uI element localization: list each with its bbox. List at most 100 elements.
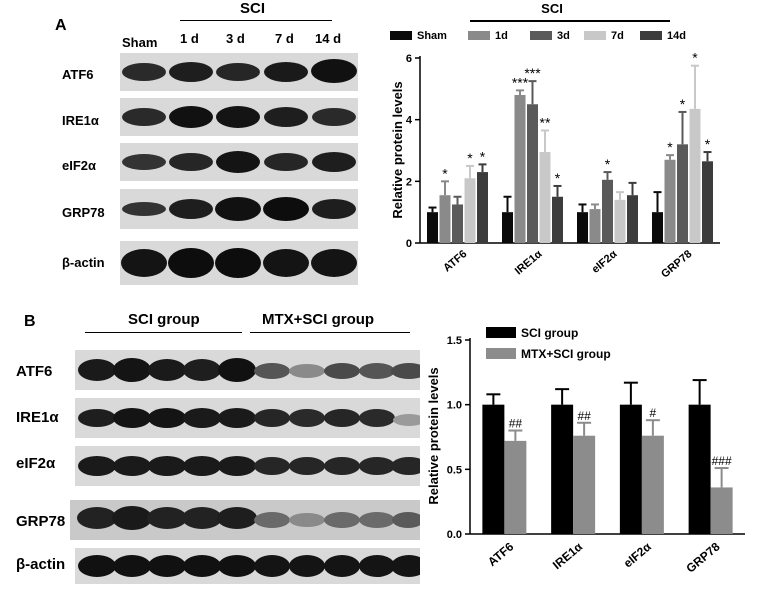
- significance-mark: *: [480, 148, 486, 164]
- significance-mark: #: [650, 406, 657, 420]
- significance-mark: *: [680, 96, 686, 112]
- legend-label: 14d: [667, 30, 686, 42]
- y-tick-label-3: 1.5: [447, 335, 462, 347]
- bar: [427, 212, 438, 243]
- bar: [551, 404, 574, 534]
- blot-a-row-atf6: ATF6: [62, 67, 94, 82]
- blot-a-group-line: [180, 20, 332, 21]
- legend-swatch: [390, 31, 412, 40]
- significance-mark: *: [667, 139, 673, 155]
- bar: [464, 178, 476, 243]
- legend-swatch: [486, 348, 516, 359]
- blot-b-strip-atf6: [75, 350, 420, 390]
- significance-mark: **: [540, 114, 551, 130]
- category-label: eIF2α: [621, 539, 655, 570]
- bar: [552, 196, 563, 243]
- legend-label: Sham: [417, 30, 447, 42]
- y-tick-label-0: 0.0: [447, 529, 462, 541]
- blot-a-strip-grp78: [120, 189, 358, 229]
- bar: [504, 440, 527, 534]
- legend-label: MTX+SCI group: [521, 347, 611, 361]
- category-label: ATF6: [441, 248, 469, 274]
- y-tick-label-1: 2: [406, 176, 412, 188]
- blot-a-row-eif2a: eIF2α: [62, 158, 97, 173]
- bar: [664, 159, 676, 243]
- blot-a-row-bactin: β-actin: [62, 255, 105, 270]
- blot-b-group-mtx: MTX+SCI group: [262, 311, 375, 328]
- bar: [710, 487, 733, 534]
- blot-b-strip-bactin: [75, 548, 420, 584]
- bar: [677, 144, 688, 243]
- blot-a-lane-14d: 14 d: [315, 31, 342, 46]
- legend-label: SCI group: [521, 326, 578, 340]
- legend-label: 3d: [557, 30, 570, 42]
- panel-b-letter: B: [24, 313, 36, 330]
- blot-a-lane-3d: 3 d: [226, 31, 245, 46]
- bar: [439, 195, 451, 243]
- significance-mark: *: [605, 156, 611, 172]
- chart-a-group-label: SCI: [541, 1, 563, 16]
- blot-a-lane-sham: Sham: [122, 35, 158, 50]
- significance-mark: ###: [712, 454, 732, 468]
- legend-swatch: [486, 327, 516, 338]
- blot-b-strip-grp78: [70, 500, 420, 540]
- bar: [514, 95, 526, 243]
- panel-a-letter: A: [55, 17, 67, 34]
- blot-b-line-sci: [85, 332, 242, 333]
- blot-a-group-label: SCI: [240, 0, 266, 17]
- legend-swatch: [640, 31, 662, 40]
- bar: [502, 212, 513, 243]
- blot-b-strip-eif2a: [75, 446, 420, 486]
- bar: [619, 404, 642, 534]
- significance-mark: *: [692, 50, 698, 66]
- bar: [477, 172, 488, 243]
- legend-swatch: [468, 31, 490, 40]
- blot-a-lane-7d: 7 d: [275, 31, 294, 46]
- blot-b-line-mtx: [250, 332, 410, 333]
- blot-b-row-grp78: GRP78: [16, 513, 66, 530]
- significance-mark: *: [705, 136, 711, 152]
- bar: [689, 108, 701, 243]
- y-tick-label-3: 6: [406, 53, 412, 65]
- bar: [527, 104, 538, 243]
- blot-a-row-grp78: GRP78: [62, 205, 105, 220]
- category-label: ATF6: [485, 539, 517, 569]
- blot-a-strip-bactin: [120, 241, 358, 285]
- significance-mark: ##: [577, 409, 591, 423]
- blot-a-strip-ire1a: [120, 98, 358, 136]
- legend-swatch: [530, 31, 552, 40]
- blot-a-row-ire1a: IRE1α: [62, 113, 99, 128]
- blot-b-row-ire1a: IRE1α: [16, 409, 59, 426]
- significance-mark: ***: [524, 65, 541, 81]
- blot-b-row-atf6: ATF6: [16, 363, 53, 380]
- bar: [589, 209, 601, 243]
- significance-mark: *: [467, 150, 473, 166]
- blot-b-group-sci: SCI group: [128, 311, 200, 328]
- chart-b: SCI group MTX+SCI group Relative protein …: [426, 326, 745, 576]
- chart-a-ylabel: Relative protein levels: [390, 81, 405, 218]
- significance-mark: *: [442, 165, 448, 181]
- significance-mark: *: [555, 170, 561, 186]
- blot-b-strip-ire1a: [75, 398, 420, 438]
- blot-a-lane-1d: 1 d: [180, 31, 199, 46]
- y-tick-label-2: 1.0: [447, 400, 462, 412]
- bar: [452, 204, 463, 243]
- blot-a-strip-atf6: [120, 53, 358, 91]
- blot-a-strip-eif2a: [120, 143, 358, 181]
- bar: [641, 435, 664, 534]
- legend-label: 7d: [611, 30, 624, 42]
- legend-label: 1d: [495, 30, 508, 42]
- bar: [702, 161, 713, 243]
- legend-swatch: [584, 31, 606, 40]
- significance-mark: ##: [509, 417, 523, 431]
- bar: [539, 152, 551, 243]
- bar: [602, 179, 613, 243]
- y-tick-label-2: 4: [406, 115, 413, 127]
- bar: [577, 212, 588, 243]
- bar: [627, 195, 638, 243]
- bar: [573, 435, 596, 534]
- category-label: GRP78: [683, 539, 722, 575]
- blot-b-row-eif2a: eIF2α: [16, 455, 56, 472]
- category-label: GRP78: [659, 248, 694, 280]
- bar: [614, 199, 626, 243]
